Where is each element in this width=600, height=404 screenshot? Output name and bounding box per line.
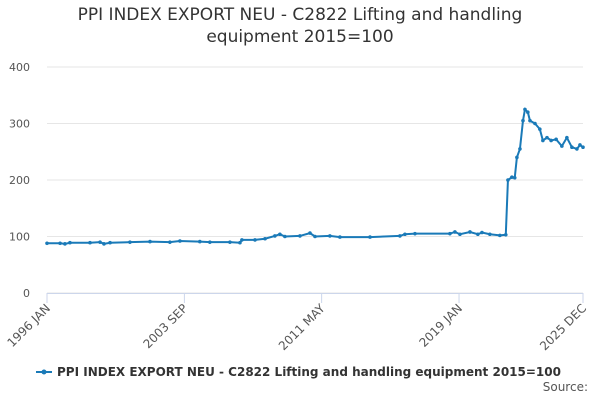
point [228,240,232,244]
legend-label: PPI INDEX EXPORT NEU - C2822 Lifting and… [57,365,561,379]
point [178,239,182,243]
point [468,230,472,234]
point [102,242,106,246]
point [480,230,484,235]
point [198,239,202,244]
point [526,110,530,114]
point [575,147,579,151]
point [560,144,564,148]
series-line [47,107,584,245]
point [538,127,542,131]
point [528,118,532,123]
point [549,138,553,143]
y-tick-label: 100 [9,231,30,244]
point [313,234,317,239]
y-tick-label: 0 [23,287,30,300]
point [570,145,574,150]
point [458,232,462,237]
point [403,232,407,237]
point [98,240,102,244]
point [518,147,522,151]
point [565,135,569,140]
legend-marker [41,369,47,375]
point [506,178,510,182]
point [283,234,287,239]
point [253,238,257,242]
point [168,240,172,244]
point [128,240,132,244]
point [108,240,112,245]
y-tick-label: 200 [9,174,30,187]
point [58,241,62,246]
point [368,235,372,239]
point [88,240,92,245]
point [45,241,49,246]
point [581,145,585,150]
point [338,235,342,239]
point [208,240,212,244]
point [521,118,525,123]
point [503,233,508,237]
point [512,175,517,180]
x-tick-label: 2003 SEP [140,301,190,351]
point [554,137,558,142]
x-tick-label: 1996 JAN [4,301,53,350]
point [510,175,514,179]
point [278,232,282,237]
point [328,234,332,238]
x-tick-label: 2011 MAY [276,301,328,353]
point [498,233,502,238]
point [413,231,417,236]
point [523,107,527,112]
chart-title: PPI INDEX EXPORT NEU - C2822 Lifting and… [77,5,523,47]
point [545,135,549,140]
x-tick-label: 2019 JAN [416,301,465,350]
point [398,234,402,238]
point [68,240,72,245]
y-tick-label: 400 [9,61,30,74]
point [578,143,582,147]
y-tick-label: 300 [9,118,30,131]
point [541,138,545,143]
point [263,236,267,241]
point [448,231,452,236]
point [476,232,480,237]
point [240,238,244,242]
point [238,240,242,245]
point [308,231,312,235]
point [488,232,492,237]
x-tick-label: 2025 DEC [537,301,589,353]
title-box: PPI INDEX EXPORT NEU - C2822 Lifting and… [77,5,523,47]
point [63,242,67,246]
point [515,155,519,160]
source: Source: [543,380,588,394]
point [298,234,302,238]
point [148,239,152,244]
point [533,121,537,126]
point [273,234,277,238]
point [453,230,457,234]
